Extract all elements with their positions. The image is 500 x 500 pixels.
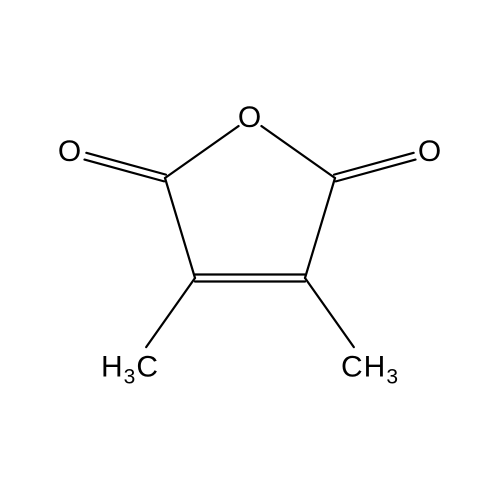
bond-layer bbox=[0, 0, 500, 500]
molecule-canvas: O O O CH3 H3C bbox=[0, 0, 500, 500]
atom-O_ring: O bbox=[238, 101, 262, 135]
atom-CH3_r: CH3 bbox=[341, 351, 399, 390]
atom-O2: O bbox=[418, 135, 442, 169]
atom-CH3_l: H3C bbox=[101, 351, 159, 390]
atom-O5: O bbox=[58, 135, 82, 169]
